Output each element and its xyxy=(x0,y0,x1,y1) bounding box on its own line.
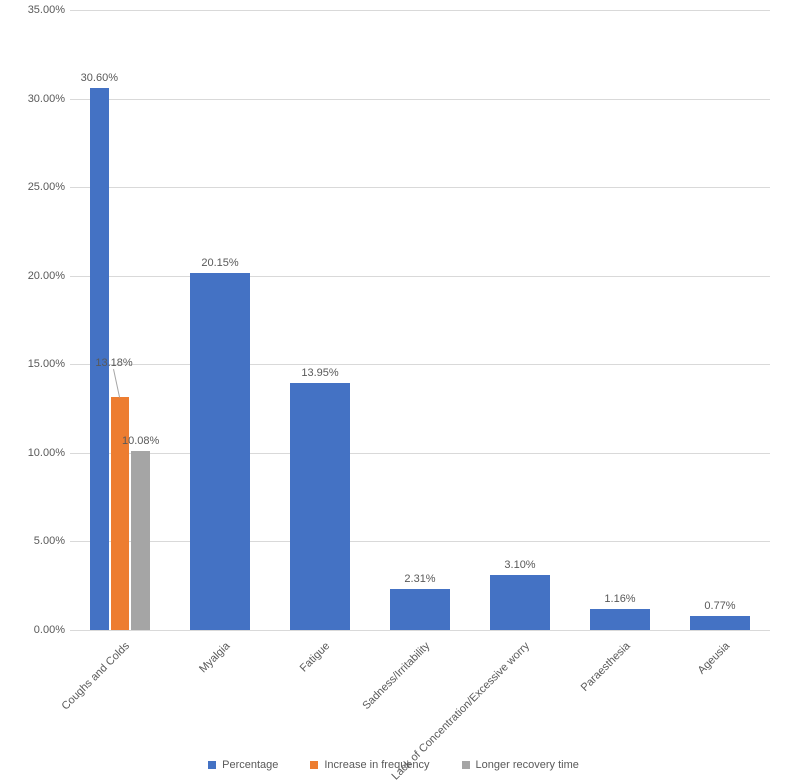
gridline xyxy=(70,453,770,454)
y-tick-label: 30.00% xyxy=(5,93,65,105)
y-tick-label: 0.00% xyxy=(5,624,65,636)
plot-area: 30.60% 13.18% 10.08% 20.15% 13.95% 2.31% 3.10%… xyxy=(70,10,770,631)
bar-value-label: 3.10% xyxy=(504,559,535,571)
legend-swatch-icon xyxy=(310,761,318,769)
bar-percentage xyxy=(590,609,650,630)
bar-longer_recovery_time xyxy=(131,451,150,630)
legend: Percentage Increase in frequency Longer … xyxy=(0,759,787,771)
bar-value-label: 0.77% xyxy=(704,600,735,612)
legend-label: Increase in frequency xyxy=(324,759,429,771)
bar-percentage xyxy=(290,383,350,630)
legend-item-increase: Increase in frequency xyxy=(310,759,429,771)
y-tick-label: 10.00% xyxy=(5,447,65,459)
bar-value-label: 30.60% xyxy=(81,72,118,84)
x-tick-label: Ageusia xyxy=(696,640,733,677)
gridline xyxy=(70,541,770,542)
bar-value-label: 20.15% xyxy=(201,257,238,269)
leader-line xyxy=(113,369,120,397)
y-tick-label: 5.00% xyxy=(5,535,65,547)
gridline xyxy=(70,276,770,277)
y-tick-label: 25.00% xyxy=(5,181,65,193)
legend-label: Percentage xyxy=(222,759,278,771)
bar-value-label: 2.31% xyxy=(404,573,435,585)
bar-value-label: 13.18% xyxy=(95,357,132,369)
x-tick-label: Paraesthesia xyxy=(579,640,633,694)
x-tick-label: Myalgia xyxy=(197,640,232,675)
y-tick-label: 35.00% xyxy=(5,4,65,16)
chart-container: 30.60% 13.18% 10.08% 20.15% 13.95% 2.31% 3.10%… xyxy=(0,0,787,777)
bar-percentage xyxy=(190,273,250,630)
gridline xyxy=(70,99,770,100)
bar-value-label: 13.95% xyxy=(301,367,338,379)
y-tick-label: 20.00% xyxy=(5,270,65,282)
legend-item-percentage: Percentage xyxy=(208,759,278,771)
bar-percentage xyxy=(490,575,550,630)
gridline xyxy=(70,10,770,11)
bar-percentage xyxy=(690,616,750,630)
legend-swatch-icon xyxy=(462,761,470,769)
bar-value-label: 10.08% xyxy=(122,435,159,447)
x-tick-label: Coughs and Colds xyxy=(60,640,132,712)
legend-swatch-icon xyxy=(208,761,216,769)
x-tick-label: Fatigue xyxy=(298,640,332,674)
bar-percentage xyxy=(390,589,450,630)
legend-item-recovery: Longer recovery time xyxy=(462,759,579,771)
y-tick-label: 15.00% xyxy=(5,358,65,370)
gridline xyxy=(70,364,770,365)
gridline xyxy=(70,187,770,188)
bar-value-label: 1.16% xyxy=(604,593,635,605)
bar-increase_in_frequency xyxy=(111,397,130,630)
legend-label: Longer recovery time xyxy=(476,759,579,771)
x-tick-label: Sadness/Irritability xyxy=(360,640,432,712)
